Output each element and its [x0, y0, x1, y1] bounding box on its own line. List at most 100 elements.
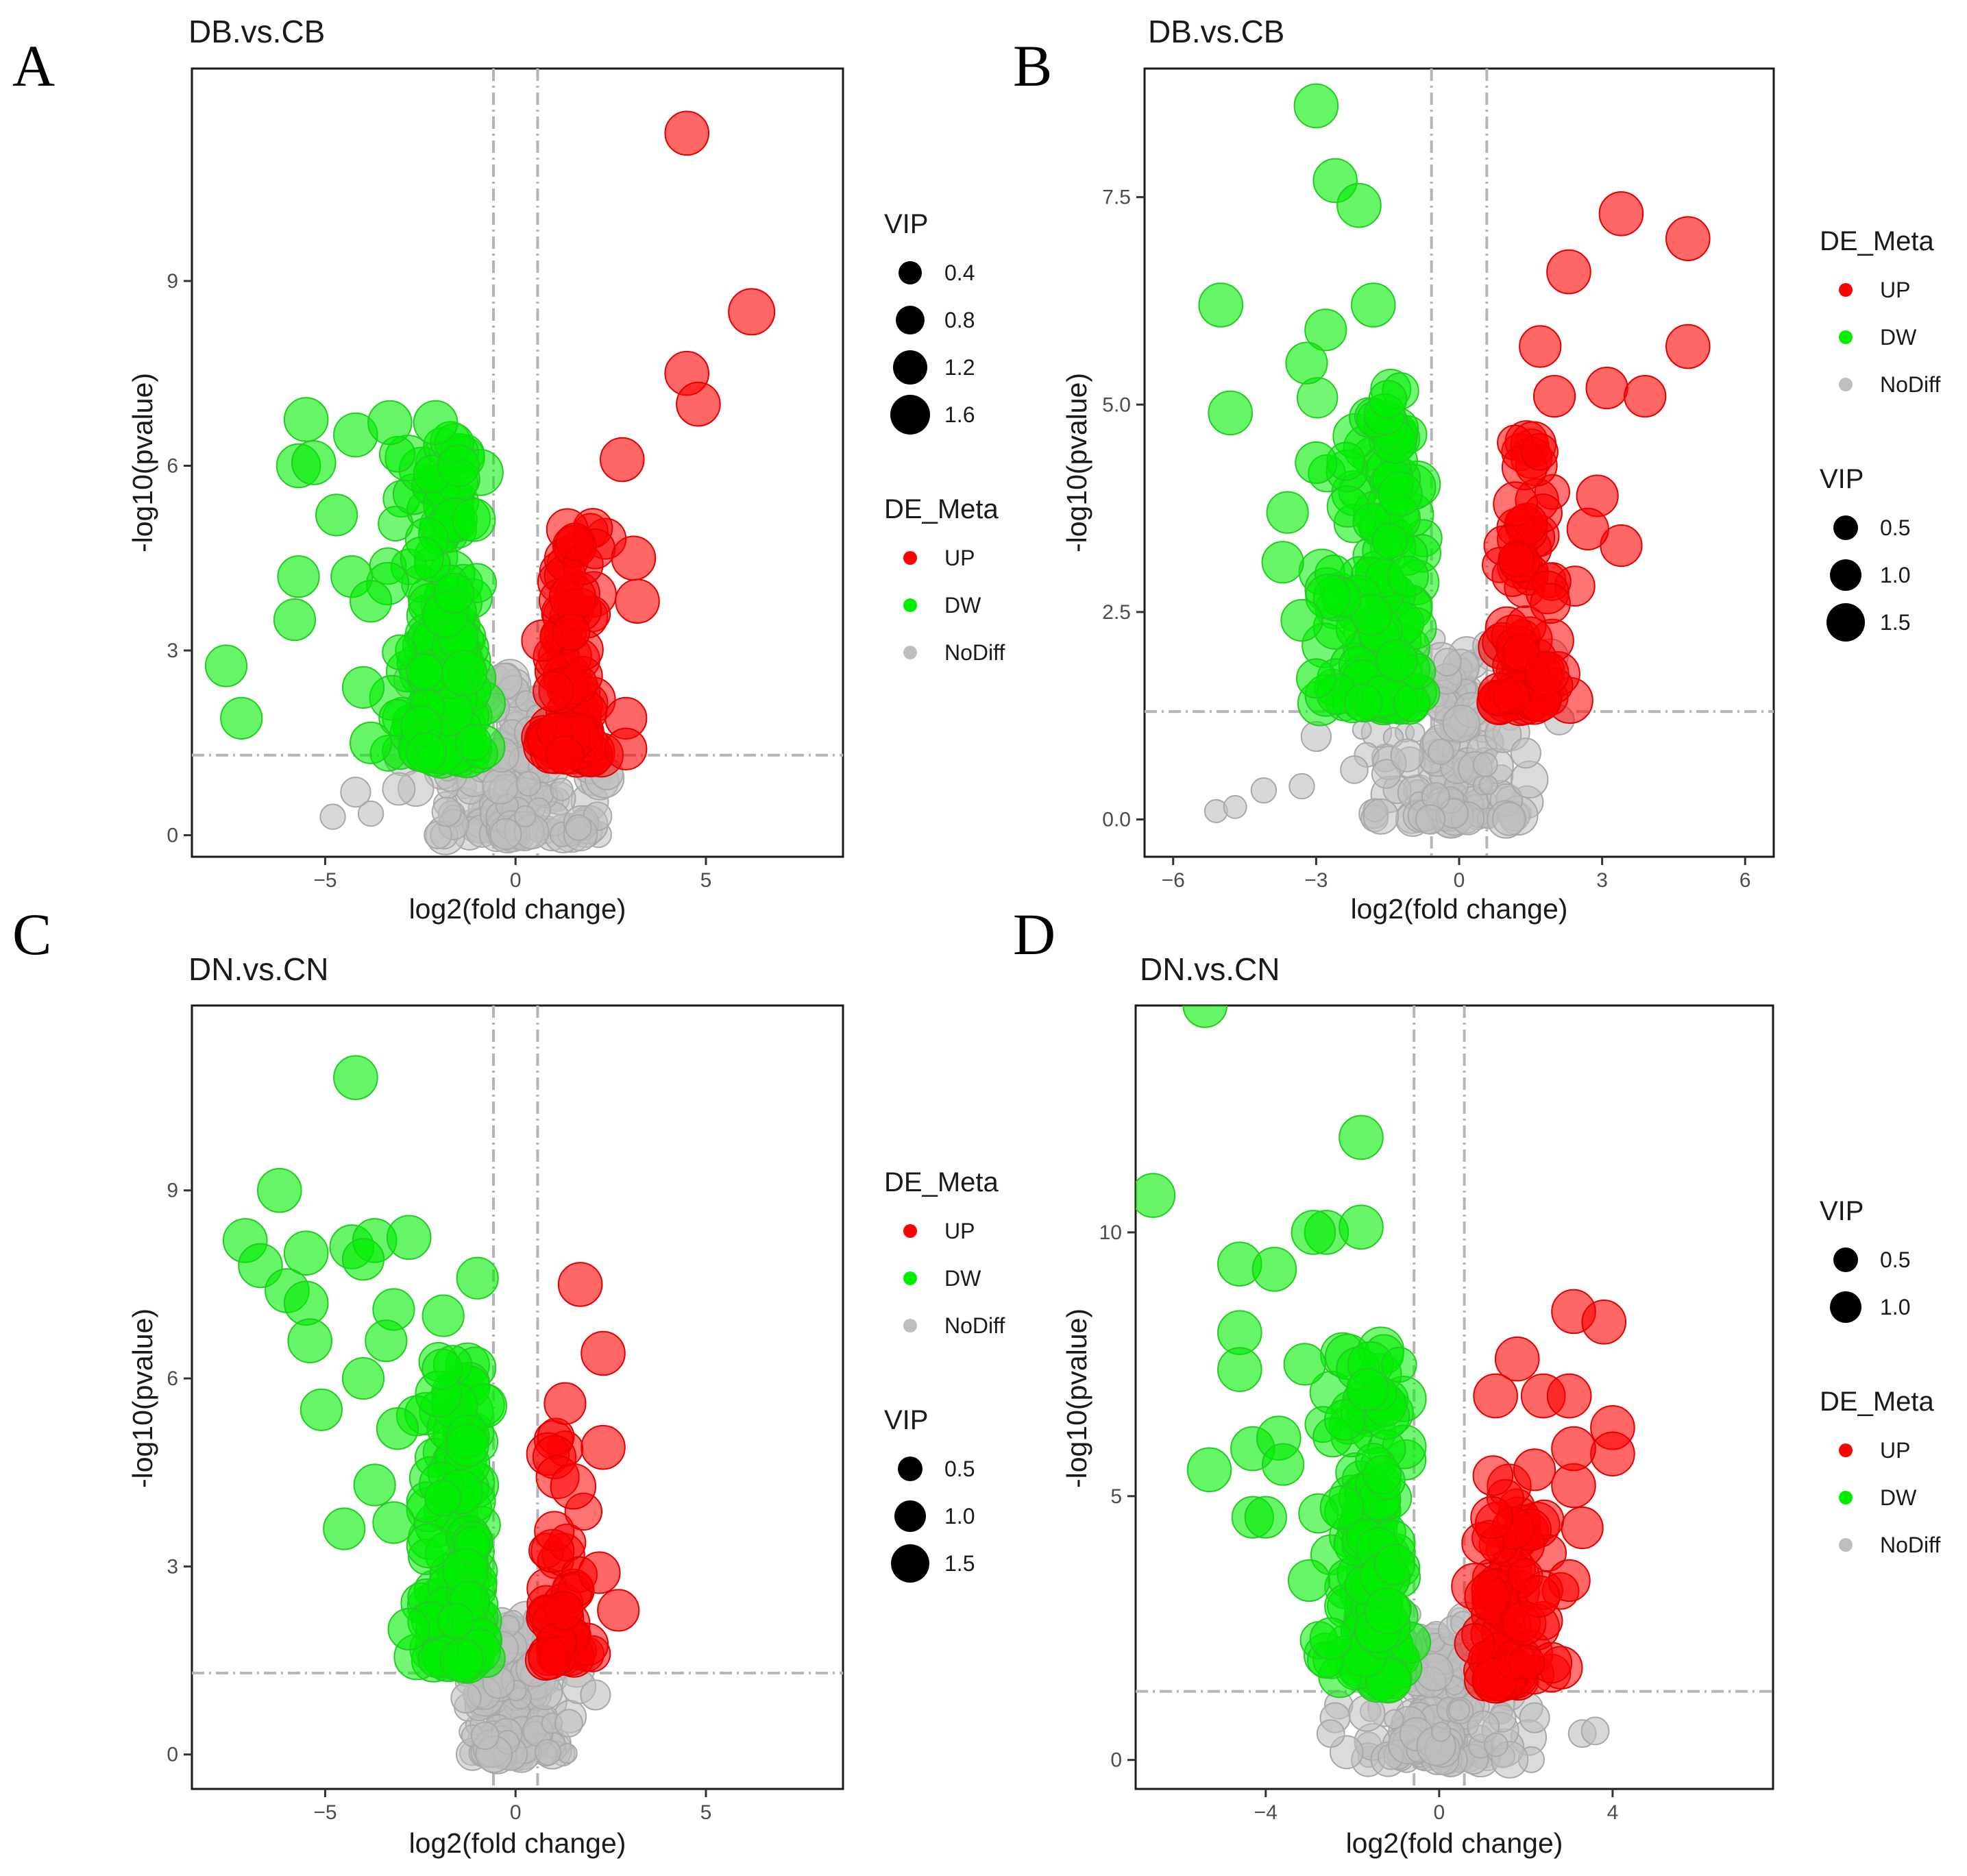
- legend-color-key: [1839, 1491, 1853, 1505]
- x-tick-label: −4: [1254, 1801, 1278, 1824]
- data-point-dw: [445, 1423, 489, 1467]
- data-point-dw: [291, 440, 337, 485]
- legend-color-label: UP: [1880, 278, 1910, 302]
- data-point-up: [1493, 677, 1530, 715]
- legend-title-de-meta: DE_Meta: [884, 494, 999, 524]
- data-point-dw: [406, 653, 443, 691]
- legend-color-key: [903, 1271, 917, 1285]
- y-axis-title-c: -log10(pvalue): [127, 1308, 158, 1488]
- data-point-dw: [405, 732, 447, 774]
- x-tick-label: 3: [1596, 869, 1608, 892]
- data-point-dw: [341, 1356, 385, 1400]
- data-point-up: [1520, 433, 1559, 471]
- chart-title-c: DN.vs.CN: [188, 951, 328, 987]
- data-point-dw: [1344, 683, 1383, 722]
- data-point-dw: [422, 1348, 463, 1390]
- data-point-nd: [382, 772, 416, 806]
- data-point-dw: [386, 1215, 432, 1260]
- data-point-dw: [1381, 1346, 1417, 1383]
- data-point-dw: [300, 1388, 343, 1431]
- legend-size-key: [1830, 559, 1861, 591]
- data-point-up: [533, 670, 574, 713]
- legend-size-label: 1.5: [944, 1551, 975, 1576]
- y-tick-label: 7.5: [1102, 186, 1131, 209]
- data-point-up: [1546, 249, 1591, 295]
- legend-color-label: DW: [1880, 325, 1917, 350]
- data-point-dw: [350, 580, 393, 623]
- legend-color-key: [903, 1224, 917, 1238]
- x-axis-title-d: log2(fold change): [1346, 1827, 1563, 1859]
- legend-size-key: [898, 1457, 923, 1481]
- data-point-dw: [1280, 598, 1323, 642]
- data-point-up: [581, 1424, 626, 1470]
- data-point-up: [1566, 507, 1609, 550]
- data-point-up: [615, 578, 660, 624]
- data-point-up: [528, 1636, 572, 1680]
- data-point-up: [1624, 375, 1667, 418]
- y-tick-label: 3: [167, 639, 178, 662]
- plot-a: −5 0 5 0 3 6 9 VIP 0.4 0.8 1.2 1.6 DE_Meta UP DW NoDiff: [167, 69, 1005, 892]
- legend-title-vip: VIP: [1820, 464, 1864, 494]
- data-point-dw: [1283, 1343, 1326, 1386]
- points: [222, 1055, 640, 1775]
- legend: DE_Meta UP DW NoDiff VIP 0.5 1.0 1.5: [884, 1167, 1005, 1583]
- data-point-up: [1581, 1300, 1627, 1345]
- data-point-nd: [1580, 1716, 1610, 1746]
- data-point-dw: [365, 1319, 408, 1363]
- data-point-up: [1508, 1644, 1546, 1681]
- data-point-dw: [1293, 83, 1339, 129]
- y-tick-label: 6: [167, 454, 178, 477]
- legend-color-key: [1839, 330, 1853, 344]
- data-point-dw: [220, 696, 263, 740]
- y-tick-label: 5.0: [1102, 393, 1131, 416]
- y-tick-label: 0: [1110, 1749, 1122, 1772]
- panel-b: B DB.vs.CB −6 −3 0 3 60.02.55.07.5DE_MetaUPD…: [1013, 14, 1940, 925]
- data-point-up: [1590, 1431, 1635, 1477]
- data-point-up: [1665, 216, 1711, 261]
- panel-a: A DB.vs.CB −5 0 5 0 3 6 9 VIP 0.4 0.8 1.2 1.6 DE_Met…: [12, 14, 1005, 925]
- legend-size-key: [896, 306, 925, 334]
- legend-title-de-meta: DE_Meta: [884, 1167, 999, 1197]
- data-point-dw: [1217, 1347, 1262, 1392]
- data-point-dw: [204, 644, 248, 687]
- data-point-up: [676, 381, 721, 427]
- data-point-dw: [1244, 1496, 1287, 1539]
- data-point-dw: [1309, 1617, 1352, 1660]
- data-point-nd: [482, 767, 520, 805]
- series-dw: [1136, 1006, 1432, 1704]
- data-point-nd: [580, 1679, 611, 1711]
- data-point-dw: [424, 1479, 462, 1517]
- data-point-nd: [1384, 1709, 1404, 1730]
- axes: −4 0 4 0 5 10: [1099, 1221, 1619, 1824]
- data-point-up: [1513, 1448, 1556, 1491]
- data-point-dw: [287, 1318, 333, 1364]
- series-dw: [222, 1055, 507, 1684]
- panel-letter-c: C: [12, 901, 51, 967]
- data-point-dw: [1364, 1587, 1411, 1635]
- data-point-up: [545, 735, 585, 775]
- legend-color-key: [903, 551, 917, 565]
- data-point-nd: [534, 1738, 562, 1766]
- data-point-nd: [1483, 1732, 1508, 1757]
- data-point-dw: [387, 1607, 430, 1650]
- data-point-up: [611, 535, 657, 581]
- panel-letter-a: A: [12, 33, 55, 99]
- legend-size-key: [1833, 1247, 1858, 1272]
- data-point-nd: [470, 1721, 500, 1751]
- data-point-up: [1493, 481, 1539, 527]
- axes: −6 −3 0 3 6 0.0 2.5 5.0 7.5: [1102, 186, 1750, 892]
- data-point-dw: [273, 598, 317, 642]
- legend-color-label: NoDiff: [944, 1313, 1005, 1338]
- data-point-dw: [1339, 1114, 1384, 1160]
- data-point-dw: [422, 1294, 465, 1337]
- legend-size-label: 1.6: [944, 402, 975, 427]
- data-point-up: [1524, 650, 1569, 696]
- data-point-nd: [319, 803, 346, 830]
- data-point-nd: [1250, 777, 1278, 804]
- data-point-nd: [1442, 704, 1480, 743]
- y-tick-label: 0.0: [1102, 809, 1131, 831]
- series-up: [1451, 1289, 1635, 1704]
- y-tick-label: 10: [1099, 1221, 1122, 1244]
- data-point-dw: [283, 1230, 329, 1276]
- series-up: [521, 110, 776, 778]
